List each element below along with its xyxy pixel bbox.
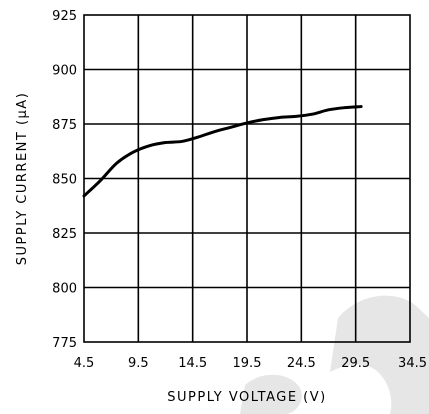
y-tick-label: 900 (52, 64, 77, 79)
x-tick-label: 14.5 (178, 356, 207, 371)
x-tick-label: 24.5 (287, 356, 316, 371)
y-tick-label: 825 (52, 227, 77, 242)
plot-area (83, 14, 411, 343)
y-axis-tick-labels: 925 900 875 850 825 800 775 (52, 9, 77, 351)
watermark-graphic (240, 295, 429, 414)
x-tick-label: 34.5 (398, 356, 427, 371)
x-tick-label: 4.5 (74, 356, 95, 371)
watermark-blob-shape (240, 374, 302, 414)
x-tick-label: 19.5 (233, 356, 262, 371)
x-tick-label: 29.5 (341, 356, 370, 371)
y-tick-label: 800 (52, 282, 77, 297)
y-tick-label: 850 (52, 173, 77, 188)
y-axis-label: SUPPLY CURRENT (μA) (15, 92, 30, 266)
y-tick-label: 875 (52, 118, 77, 133)
x-axis-label: SUPPLY VOLTAGE (V) (167, 390, 326, 405)
x-axis-tick-labels: 4.5 9.5 14.5 19.5 24.5 29.5 34.5 (74, 356, 427, 371)
y-tick-label: 925 (52, 9, 77, 24)
supply-current-line (82, 105, 363, 198)
watermark-arc-shape (330, 295, 429, 414)
y-tick-label: 775 (52, 336, 77, 351)
grid-lines (84, 15, 410, 342)
x-tick-label: 9.5 (128, 356, 149, 371)
series-group (82, 105, 363, 198)
